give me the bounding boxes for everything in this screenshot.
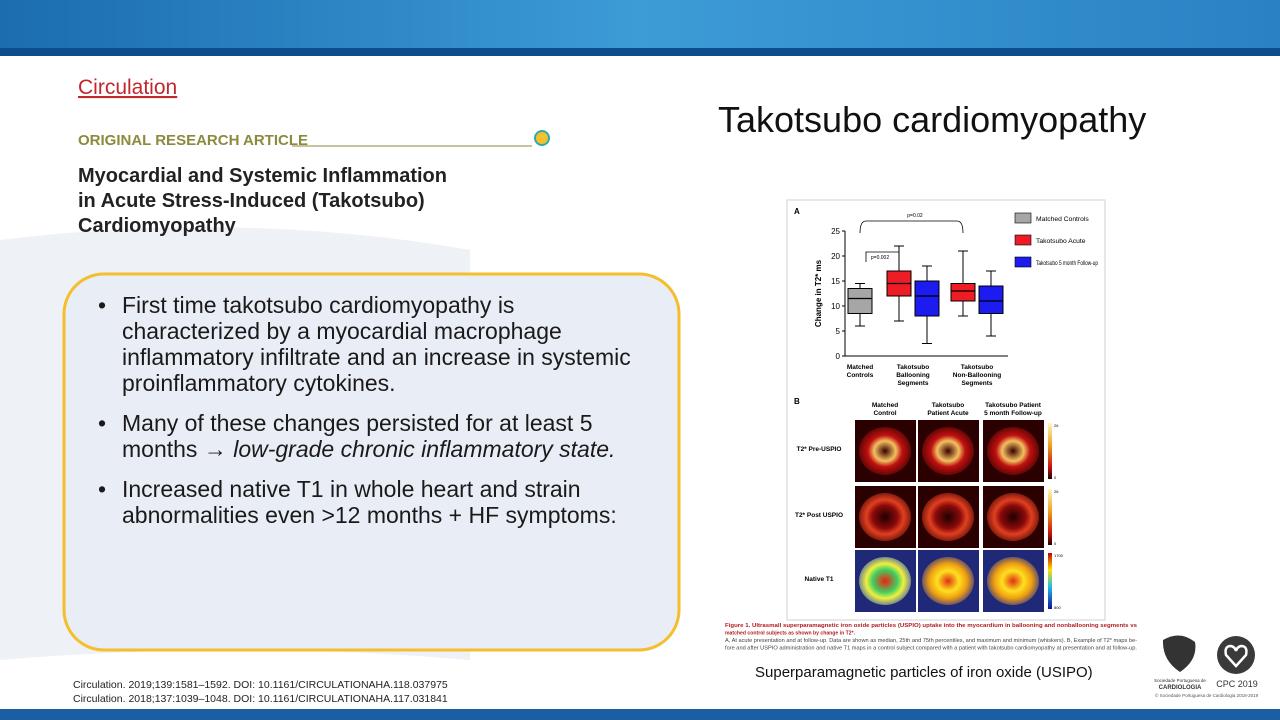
map-heart: [987, 557, 1039, 605]
map-heart: [922, 427, 974, 475]
annotation: p=0.02: [907, 213, 923, 219]
y-tick-label: 25: [831, 227, 840, 236]
legend-label: Takotsubo Acute: [1036, 238, 1086, 245]
legend-swatch: [1014, 212, 1032, 224]
panel-label: A: [794, 207, 800, 216]
bullet-text: Many of these changes persisted for at l…: [122, 410, 593, 462]
column-label: Control: [873, 410, 896, 417]
bullet: Many of these changes persisted for at l…: [96, 410, 656, 462]
bullet-text: First time takotsubo cardiomyopathy is c…: [122, 292, 631, 396]
map-heart: [987, 427, 1039, 475]
colorbar-label: 26: [1054, 423, 1059, 428]
row-label: T2* Pre-USPIO: [797, 446, 842, 453]
column-label: 5 month Follow-up: [984, 410, 1042, 417]
legend-swatch: [1014, 256, 1032, 268]
map-heart: [859, 557, 911, 605]
y-tick-label: 10: [831, 302, 840, 311]
legend-label: Takotsubo 5 month Follow-up: [1036, 260, 1098, 267]
reference: Circulation. 2019;139:1581–1592. DOI: 10…: [73, 679, 448, 691]
congress-name: CPC 2019: [1216, 679, 1258, 689]
column-label: Patient Acute: [927, 410, 969, 417]
row-label: Native T1: [805, 576, 834, 583]
colorbar: [1048, 489, 1052, 545]
significance-bracket: [859, 220, 964, 234]
significance-bracket: [865, 251, 900, 262]
slide-title: Takotsubo cardiomyopathy: [718, 99, 1146, 140]
column-label: Takotsubo: [932, 402, 964, 409]
article-title: Myocardial and Systemic Inflammation in A…: [78, 165, 447, 237]
column-label: Takotsubo Patient: [985, 402, 1042, 409]
x-tick-label: Segments: [961, 380, 992, 387]
map-heart: [859, 493, 911, 541]
colorbar-label: 26: [1054, 489, 1059, 494]
y-tick-label: 5: [836, 327, 841, 336]
box: [914, 280, 940, 317]
top-banner: [0, 0, 1280, 50]
legend-swatch: [1014, 234, 1032, 246]
x-tick-label: Takotsubo: [897, 364, 929, 371]
bullet: Increased native T1 in whole heart and s…: [96, 476, 656, 528]
colorbar-label: 800: [1054, 605, 1061, 610]
society-name: CARDIOLOGIA: [1159, 685, 1202, 691]
article-title-line: Myocardial and Systemic Inflammation: [78, 165, 447, 187]
colorbar-label: 0: [1054, 475, 1057, 480]
figure-caption: Figure 1. Ultrasmall superparamagnetic i…: [725, 623, 1137, 629]
congress-logo: [1217, 636, 1255, 674]
map-heart: [922, 493, 974, 541]
image-caption: Superparamagnetic particles of iron oxid…: [755, 664, 1093, 681]
journal-name: Circulation: [78, 76, 177, 99]
x-tick-label: Takotsubo: [961, 364, 993, 371]
copyright: © Sociedade Portuguesa de Cardiologia 20…: [1155, 692, 1259, 698]
open-access-icon: [534, 130, 550, 146]
society-name: Sociedade Portuguesa de: [1154, 678, 1206, 683]
colorbar-label: 0: [1054, 541, 1057, 546]
y-axis-label: Change in T2* ms: [814, 259, 823, 327]
bottom-stripe: [0, 709, 1280, 720]
x-tick-label: Segments: [897, 380, 928, 387]
bullet-text: Increased native T1 in whole heart and s…: [122, 476, 617, 528]
row-label: T2* Post USPIO: [795, 512, 843, 519]
legend-label: Matched Controls: [1036, 216, 1090, 223]
article-type: ORIGINAL RESEARCH ARTICLE: [78, 132, 308, 149]
figure-caption: fore and after USPIO administration and …: [725, 646, 1137, 652]
banner-stripe: [0, 48, 1280, 56]
y-tick-label: 20: [831, 252, 840, 261]
box: [978, 285, 1004, 314]
y-tick-label: 0: [836, 352, 841, 361]
congress-heart: [1224, 644, 1248, 668]
figure-caption: matched control subjects as shown by cha…: [725, 631, 856, 637]
x-tick-label: Matched: [847, 364, 873, 371]
bullet: First time takotsubo cardiomyopathy is c…: [96, 292, 656, 396]
y-tick-label: 15: [831, 277, 840, 286]
box: [847, 288, 873, 314]
colorbar: [1048, 423, 1052, 479]
bullet-emphasis: low-grade chronic inflammatory state.: [233, 436, 616, 462]
map-heart: [922, 557, 974, 605]
reference: Circulation. 2018;137:1039–1048. DOI: 10…: [73, 693, 448, 705]
article-title-line: Cardiomyopathy: [78, 215, 237, 237]
colorbar: [1048, 553, 1052, 609]
x-tick-label: Controls: [847, 372, 874, 379]
society-logo: [1162, 635, 1196, 672]
map-heart: [987, 493, 1039, 541]
colorbar-label: 1700: [1054, 553, 1064, 558]
column-label: Matched: [872, 402, 898, 409]
annotation: p=0.002: [871, 255, 889, 261]
figure-caption: A, At acute presentation and at follow-u…: [725, 638, 1137, 644]
bullet-list: First time takotsubo cardiomyopathy is c…: [96, 292, 656, 542]
x-tick-label: Ballooning: [896, 372, 930, 379]
article-title-line: in Acute Stress-Induced (Takotsubo): [78, 190, 425, 212]
panel-label: B: [794, 397, 800, 406]
box: [950, 283, 976, 302]
x-tick-label: Non-Ballooning: [953, 372, 1001, 379]
map-heart: [859, 427, 911, 475]
